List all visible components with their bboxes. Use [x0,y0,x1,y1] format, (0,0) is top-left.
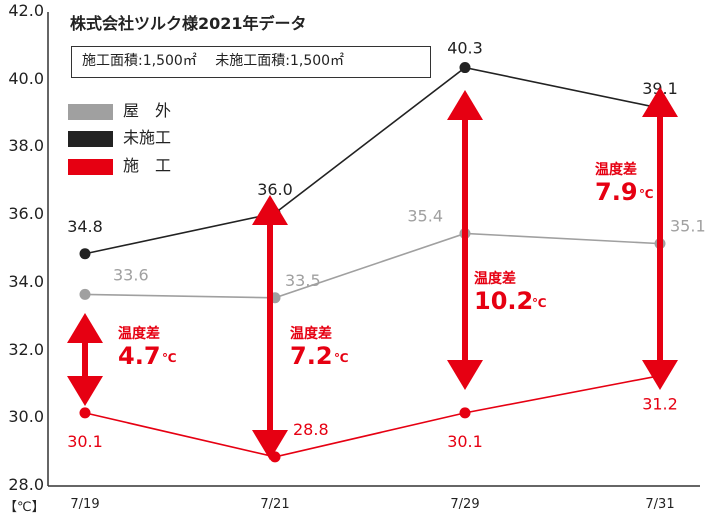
data-label: 31.2 [642,395,678,414]
difference-label: 温度差 [474,270,516,287]
construction-area-text: 施工面積:1,500㎡ [82,53,197,69]
y-axis-unit: 【℃】 [4,500,45,515]
legend-item-constructed: 施 工 [68,156,171,176]
x-tick-label: 7/29 [450,497,480,512]
difference-value: 7.9 [595,178,638,206]
area-note-box: 施工面積:1,500㎡ 未施工面積:1,500㎡ [71,46,431,78]
y-tick-label: 28.0 [8,475,44,494]
difference-unit: ℃ [532,296,547,310]
data-label: 33.5 [285,271,321,290]
data-label: 40.3 [447,39,483,58]
chart-title: 株式会社ツルク様2021年データ [70,14,307,33]
data-point [459,62,471,74]
data-point [79,407,91,419]
difference-unit: ℃ [639,187,654,201]
series-line [84,66,661,255]
difference-label: 温度差 [595,161,637,178]
arrow-down-head [252,430,288,460]
y-tick-label: 40.0 [8,68,44,88]
legend-label-unconstructed: 未施工 [123,128,172,147]
data-label: 35.1 [670,217,706,236]
arrow-up-head [67,313,103,343]
difference-value: 4.7 [118,342,161,370]
data-point [79,248,91,260]
data-label: 30.1 [67,432,103,451]
y-tick-label: 30.0 [8,407,44,427]
arrow-down-head [642,360,678,390]
x-tick-label: 7/31 [645,497,675,512]
arrow-up-head [252,195,288,225]
y-tick-label: 36.0 [8,204,44,224]
y-tick-label: 34.0 [8,271,44,291]
unconstructed-area-text: 未施工面積:1,500㎡ [215,53,345,69]
arrow-up-head [447,90,483,120]
difference-value: 10.2 [474,287,533,315]
y-tick-label: 38.0 [8,136,44,156]
difference-label: 温度差 [290,325,332,342]
series-line [84,374,661,458]
legend-swatch-outdoor [68,103,113,120]
y-tick-label: 32.0 [8,339,44,359]
legend-item-outdoor: 屋 外 [68,101,171,121]
series-line [84,232,661,299]
data-label: 35.4 [407,206,443,225]
difference-unit: ℃ [162,351,177,365]
data-label: 33.6 [113,265,149,284]
legend-item-unconstructed: 未施工 [68,128,171,148]
data-label: 34.8 [67,217,103,236]
data-label: 30.1 [447,432,483,451]
arrow-down-head [447,360,483,390]
legend-swatch-unconstructed [68,130,113,147]
x-tick-label: 7/21 [260,497,290,512]
arrow-down-head [67,376,103,406]
data-label: 28.8 [293,420,329,439]
data-point [79,288,91,300]
difference-value: 7.2 [290,342,333,370]
legend-swatch-constructed [68,158,113,175]
data-point [459,407,471,419]
y-tick-label: 42.0 [8,1,44,20]
arrow-up-head [642,87,678,117]
legend-label-constructed: 施 工 [123,156,172,175]
difference-label: 温度差 [118,325,160,342]
difference-unit: ℃ [334,351,349,365]
data-label: 36.0 [257,180,293,199]
x-tick-label: 7/19 [70,497,100,512]
legend-label-outdoor: 屋 外 [123,101,172,120]
